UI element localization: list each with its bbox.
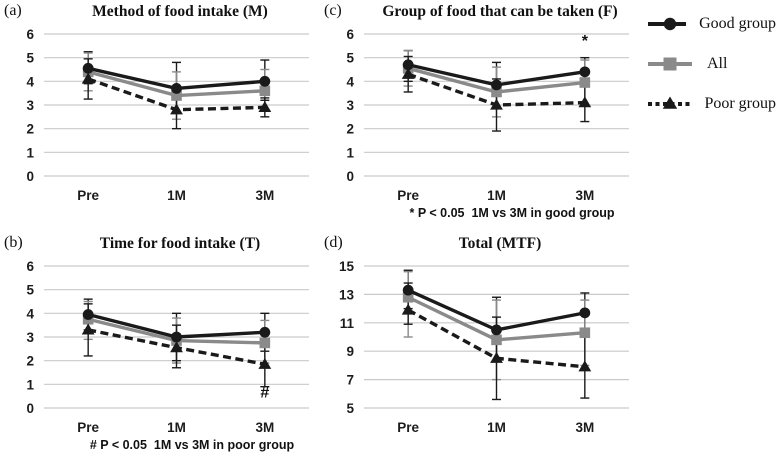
good-group-line-marker-icon [648,17,687,30]
svg-text:5: 5 [26,51,34,66]
line-chart-time: 0 1 2 3 4 5 6 Pre 1M 3M # [26,259,309,435]
legend-label-all: All [707,54,728,72]
svg-text:11: 11 [340,316,355,331]
svg-text:5: 5 [346,51,354,66]
panel-letter-b: (b) [4,234,23,251]
panel-d-total-mtf: (d) Total (MTF) 5 7 9 11 13 15 Pre 1M 3M [322,234,640,460]
svg-text:3M: 3M [255,420,274,435]
line-chart-method: 0 1 2 3 4 5 6 Pre 1M 3M [26,27,309,203]
svg-text:#: # [260,384,269,401]
svg-text:7: 7 [346,373,354,388]
svg-text:4: 4 [346,74,354,89]
poor-group-line-marker-icon [648,96,692,109]
chart-title-total: Total (MTF) [458,235,542,252]
svg-text:5: 5 [26,283,34,298]
line-chart-group-of-food: 0 1 2 3 4 5 6 Pre 1M 3M * [346,27,629,203]
svg-text:1: 1 [346,145,354,160]
svg-text:6: 6 [26,27,34,42]
chart-title-time: Time for food intake (T) [99,235,261,252]
svg-text:2: 2 [346,122,354,137]
svg-text:1: 1 [26,145,34,160]
panel-letter-a: (a) [4,2,22,19]
svg-text:Pre: Pre [397,188,419,203]
svg-text:3M: 3M [255,188,274,203]
svg-text:Pre: Pre [77,188,99,203]
legend-item-all: All [646,48,776,79]
svg-text:1: 1 [26,377,34,392]
svg-text:4: 4 [26,74,34,89]
line-chart-total: 5 7 9 11 13 15 Pre 1M 3M [339,259,629,435]
svg-text:3M: 3M [575,188,594,203]
svg-text:*: * [582,33,589,50]
svg-text:5: 5 [346,401,354,416]
svg-text:Pre: Pre [77,420,99,435]
all-line-marker-icon [648,57,692,70]
footnote-poor-group: # P < 0.05 1M vs 3M in poor group [89,438,295,452]
chart-title-group-of-food: Group of food that can be taken (F) [382,3,618,20]
svg-text:3: 3 [26,98,34,113]
svg-text:0: 0 [26,401,34,416]
chart-title-method: Method of food intake (M) [92,3,268,20]
legend-item-poor-group: Poor group [646,88,776,119]
svg-text:4: 4 [26,306,34,321]
svg-text:3: 3 [346,98,354,113]
footnote-good-group: * P < 0.05 1M vs 3M in good group [409,206,615,220]
legend: Good group All Poor group [646,8,776,119]
svg-text:9: 9 [346,344,354,359]
svg-text:Pre: Pre [397,420,419,435]
legend-item-good-group: Good group [646,8,776,39]
svg-text:6: 6 [346,27,354,42]
svg-text:3: 3 [26,330,34,345]
legend-label-poor-group: Poor group [704,94,776,112]
svg-text:6: 6 [26,259,34,274]
svg-text:2: 2 [26,122,34,137]
panel-b-time-for-food-intake: (b) Time for food intake (T) 0 1 2 3 4 5 6 Pre 1… [2,234,320,460]
svg-text:0: 0 [26,169,34,184]
panel-letter-d: (d) [324,234,343,251]
panel-a-method-of-food-intake: (a) Method of food intake (M) 0 1 2 3 4 5 6 Pre… [2,2,320,230]
svg-text:0: 0 [346,169,354,184]
svg-text:1M: 1M [487,188,506,203]
svg-text:1M: 1M [487,420,506,435]
svg-text:2: 2 [26,354,34,369]
legend-label-good-group: Good group [699,14,776,32]
panel-letter-c: (c) [324,2,342,19]
svg-text:3M: 3M [575,420,594,435]
svg-text:1M: 1M [167,420,186,435]
svg-text:1M: 1M [167,188,186,203]
svg-text:15: 15 [339,259,355,274]
panel-c-group-of-food: (c) Group of food that can be taken (F) … [322,2,640,230]
svg-text:13: 13 [339,287,355,302]
